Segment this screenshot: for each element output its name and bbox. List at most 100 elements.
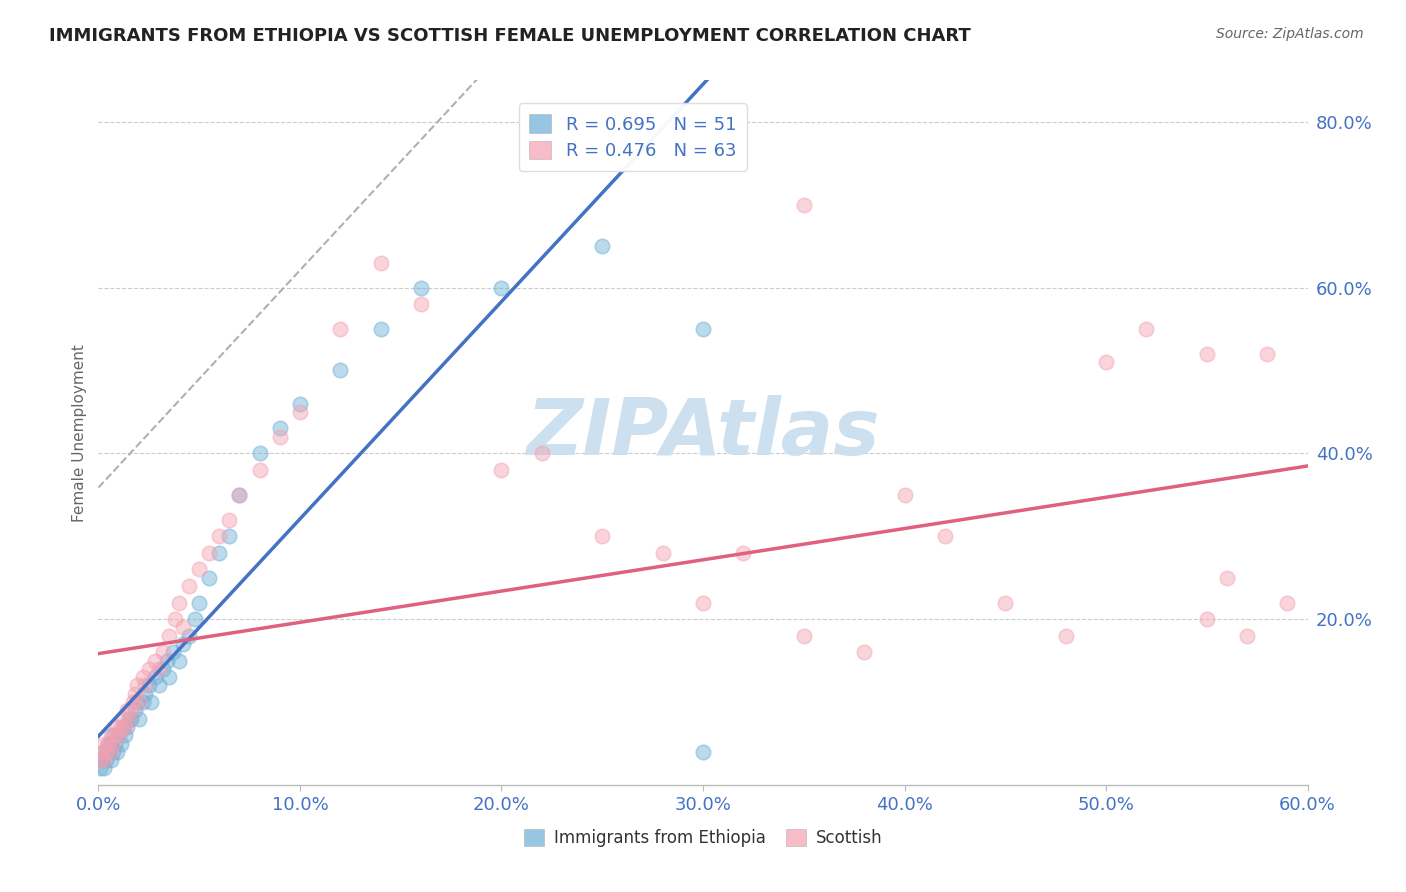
- Point: [491, 280, 513, 294]
- Point: [103, 728, 125, 742]
- Point: [93, 737, 115, 751]
- Point: [105, 745, 128, 759]
- Point: [208, 529, 231, 543]
- Y-axis label: Female Unemployment: Female Unemployment: [72, 343, 87, 522]
- Point: [134, 678, 156, 692]
- Point: [409, 280, 432, 294]
- Point: [208, 546, 231, 560]
- Point: [107, 728, 129, 742]
- Point: [591, 239, 613, 253]
- Point: [491, 463, 513, 477]
- Point: [188, 596, 211, 610]
- Point: [93, 761, 115, 775]
- Point: [101, 737, 124, 751]
- Point: [138, 662, 160, 676]
- Point: [228, 488, 250, 502]
- Point: [100, 745, 122, 759]
- Point: [218, 513, 240, 527]
- Point: [128, 695, 150, 709]
- Point: [198, 571, 221, 585]
- Point: [97, 745, 120, 759]
- Point: [1236, 629, 1258, 643]
- Point: [198, 546, 221, 560]
- Point: [591, 529, 613, 543]
- Point: [329, 322, 352, 336]
- Text: Source: ZipAtlas.com: Source: ZipAtlas.com: [1216, 27, 1364, 41]
- Point: [100, 728, 122, 742]
- Legend: Immigrants from Ethiopia, Scottish: Immigrants from Ethiopia, Scottish: [517, 822, 889, 855]
- Point: [179, 629, 201, 643]
- Point: [93, 745, 115, 759]
- Point: [179, 579, 201, 593]
- Point: [853, 645, 876, 659]
- Point: [100, 753, 122, 767]
- Point: [91, 745, 114, 759]
- Point: [124, 703, 146, 717]
- Point: [162, 645, 184, 659]
- Point: [96, 745, 118, 759]
- Point: [269, 430, 291, 444]
- Point: [184, 612, 207, 626]
- Point: [172, 637, 194, 651]
- Point: [893, 488, 915, 502]
- Point: [132, 695, 155, 709]
- Point: [93, 753, 115, 767]
- Text: ZIPAtlas: ZIPAtlas: [526, 394, 880, 471]
- Point: [111, 712, 134, 726]
- Point: [1216, 571, 1239, 585]
- Point: [692, 745, 714, 759]
- Point: [89, 753, 111, 767]
- Point: [120, 703, 142, 717]
- Point: [692, 596, 714, 610]
- Point: [793, 197, 815, 211]
- Point: [110, 737, 132, 751]
- Point: [118, 712, 141, 726]
- Point: [134, 687, 156, 701]
- Point: [409, 297, 432, 311]
- Point: [1195, 347, 1218, 361]
- Point: [692, 322, 714, 336]
- Point: [89, 761, 111, 775]
- Point: [148, 662, 170, 676]
- Point: [139, 695, 162, 709]
- Point: [138, 678, 160, 692]
- Point: [1135, 322, 1157, 336]
- Point: [100, 737, 122, 751]
- Point: [269, 421, 291, 435]
- Point: [128, 712, 150, 726]
- Point: [172, 620, 194, 634]
- Point: [152, 662, 174, 676]
- Point: [111, 720, 134, 734]
- Point: [96, 753, 118, 767]
- Point: [1095, 355, 1118, 369]
- Point: [103, 737, 125, 751]
- Point: [115, 720, 138, 734]
- Point: [1054, 629, 1077, 643]
- Point: [91, 753, 114, 767]
- Point: [118, 712, 141, 726]
- Point: [115, 703, 138, 717]
- Point: [114, 728, 136, 742]
- Point: [733, 546, 755, 560]
- Point: [1195, 612, 1218, 626]
- Point: [101, 728, 124, 742]
- Point: [97, 737, 120, 751]
- Point: [288, 396, 311, 410]
- Point: [167, 654, 190, 668]
- Point: [370, 322, 392, 336]
- Point: [163, 612, 186, 626]
- Point: [793, 629, 815, 643]
- Point: [934, 529, 956, 543]
- Point: [651, 546, 673, 560]
- Point: [249, 446, 271, 460]
- Point: [132, 670, 155, 684]
- Point: [157, 670, 180, 684]
- Point: [152, 645, 174, 659]
- Point: [125, 695, 148, 709]
- Point: [121, 695, 143, 709]
- Point: [1256, 347, 1278, 361]
- Point: [105, 720, 128, 734]
- Point: [97, 737, 120, 751]
- Point: [114, 720, 136, 734]
- Point: [530, 446, 553, 460]
